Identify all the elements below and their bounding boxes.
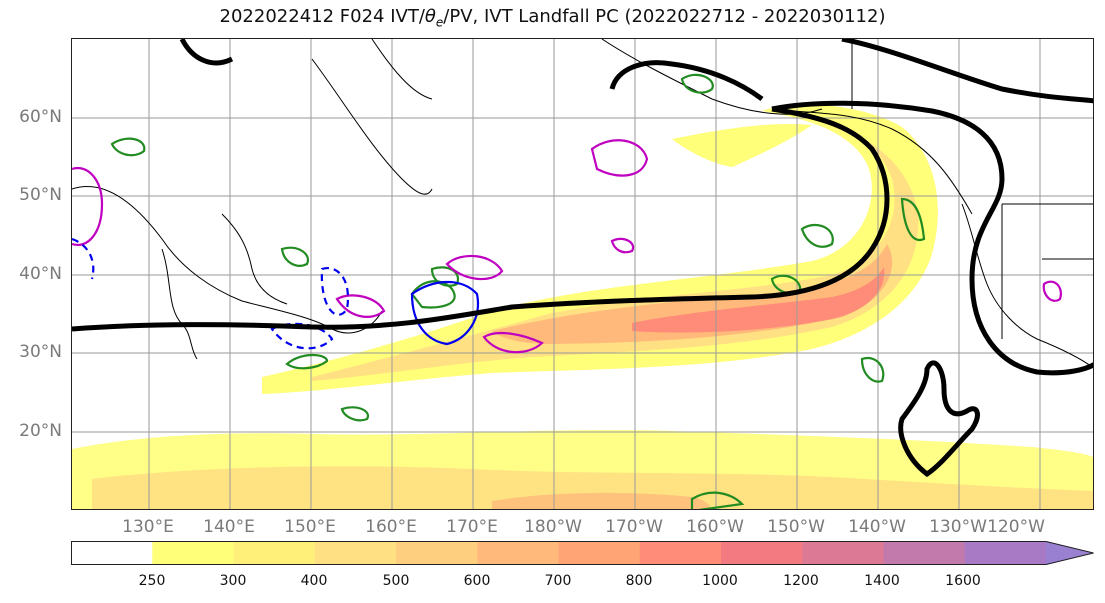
lon-label: 160°E bbox=[365, 517, 417, 537]
lon-label: 120°W bbox=[987, 517, 1045, 537]
pv-contours bbox=[72, 139, 1062, 354]
colorbar-segment bbox=[639, 541, 722, 565]
colorbar-tick: 800 bbox=[625, 573, 653, 589]
colorbar-segment bbox=[233, 541, 316, 565]
colorbar-swatches bbox=[71, 541, 1094, 565]
lon-label: 140°W bbox=[848, 517, 906, 537]
colorbar-tick: 700 bbox=[544, 573, 572, 589]
colorbar-tick: 1200 bbox=[783, 573, 819, 589]
colorbar-tick: 1000 bbox=[702, 573, 738, 589]
graticule bbox=[72, 39, 1093, 509]
colorbar-segment bbox=[71, 541, 153, 565]
lon-label: 140°E bbox=[203, 517, 255, 537]
pc-contours bbox=[72, 39, 1093, 478]
lon-label: 150°E bbox=[284, 517, 336, 537]
colorbar-segment bbox=[883, 541, 966, 565]
ivt-shading-river bbox=[262, 104, 938, 394]
figure-title: 2022022412 F024 IVT/θe/PV, IVT Landfall … bbox=[219, 6, 886, 30]
theta-e-contours bbox=[110, 73, 926, 509]
lat-label: 40°N bbox=[19, 264, 62, 284]
lon-label: 180°W bbox=[524, 517, 582, 537]
lon-label: 130°W bbox=[929, 517, 987, 537]
colorbar-tick: 400 bbox=[300, 573, 328, 589]
lat-label: 60°N bbox=[19, 107, 62, 127]
colorbar-tick: 300 bbox=[219, 573, 247, 589]
colorbar-tick: 600 bbox=[463, 573, 491, 589]
lon-label: 170°W bbox=[605, 517, 663, 537]
lat-label: 20°N bbox=[19, 421, 62, 441]
colorbar-tick: 250 bbox=[138, 573, 166, 589]
colorbar-segment bbox=[396, 541, 478, 565]
colorbar-outline bbox=[71, 541, 1094, 565]
lon-label: 170°E bbox=[446, 517, 498, 537]
colorbar-tick: 1400 bbox=[864, 573, 900, 589]
lon-label: 160°W bbox=[686, 517, 744, 537]
colorbar bbox=[71, 541, 1094, 565]
lat-label: 30°N bbox=[19, 342, 62, 362]
colorbar-segment bbox=[314, 541, 397, 565]
colorbar-tick: 500 bbox=[382, 573, 410, 589]
ivt-shading-south bbox=[72, 430, 1093, 509]
lat-label: 50°N bbox=[19, 185, 62, 205]
colorbar-segment bbox=[721, 541, 803, 565]
lon-label: 150°W bbox=[767, 517, 825, 537]
map-panel bbox=[71, 38, 1094, 510]
colorbar-tick: 1600 bbox=[945, 573, 981, 589]
colorbar-segment bbox=[152, 541, 234, 565]
colorbar-segment bbox=[558, 541, 641, 565]
colorbar-segment bbox=[477, 541, 559, 565]
colorbar-segment bbox=[802, 541, 884, 565]
lon-label: 130°E bbox=[122, 517, 174, 537]
colorbar-extend-arrow bbox=[1046, 541, 1094, 565]
map-canvas bbox=[72, 39, 1093, 509]
colorbar-segment bbox=[964, 541, 1047, 565]
